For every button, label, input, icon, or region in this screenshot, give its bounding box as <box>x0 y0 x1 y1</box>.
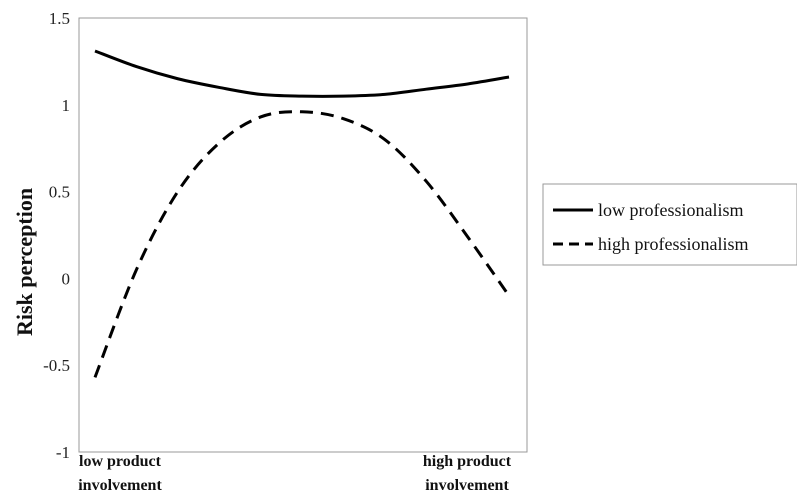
y-tick-label: 0 <box>62 269 71 288</box>
legend-label-low-professionalism: low professionalism <box>598 200 744 220</box>
legend-box <box>542 183 797 266</box>
series-line-high-professionalism <box>93 110 511 378</box>
y-tick-label: 1.5 <box>49 9 70 28</box>
x-category-low-line1: low product <box>79 453 162 470</box>
plot-area <box>78 17 528 453</box>
y-tick-label: 0.5 <box>49 183 70 202</box>
y-tick-label: 1 <box>62 96 71 115</box>
x-category-low-line2: involvement <box>78 477 162 493</box>
y-tick-label: -1 <box>56 443 70 462</box>
y-tick-label: -0.5 <box>43 356 70 375</box>
x-category-high-line1: high product <box>423 453 512 470</box>
legend-label-high-professionalism: high professionalism <box>598 234 749 254</box>
y-axis-label: Risk perception <box>12 188 37 336</box>
series-line-low-professionalism <box>94 49 510 98</box>
x-category-high-line2: involvement <box>425 477 509 493</box>
legend: low professionalism high professionalism <box>542 183 797 266</box>
